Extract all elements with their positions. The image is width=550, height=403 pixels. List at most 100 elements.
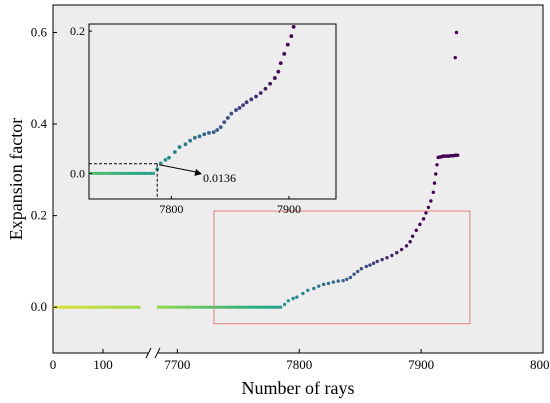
annotation-label: 0.0136	[203, 171, 236, 185]
data-point	[431, 190, 436, 194]
y-tick-label: 0.0	[31, 299, 47, 314]
data-point	[432, 181, 437, 185]
y-tick-label: 0.2	[31, 208, 47, 223]
inset-data-point	[177, 145, 182, 149]
data-point	[352, 272, 356, 276]
inset-data-point	[163, 157, 168, 162]
data-point	[414, 228, 418, 232]
inset-plot-area	[88, 23, 337, 200]
inset-chart: 7800 7900 0.0 0.2 0.0136	[70, 23, 337, 216]
inset-data-point	[234, 108, 238, 112]
x-tick-label: 7800	[286, 357, 312, 372]
data-point	[295, 295, 299, 299]
inset-data-point	[276, 69, 281, 74]
inset-data-point	[192, 135, 197, 140]
data-points	[282, 30, 460, 307]
annotation-arrow	[159, 164, 197, 173]
inset-data-point	[272, 76, 277, 80]
y-axis-label: Expansion factor	[6, 118, 26, 240]
break-gap	[148, 350, 158, 356]
inset-data-point	[289, 34, 294, 38]
data-point	[408, 240, 412, 244]
data-point	[429, 199, 433, 203]
data-point	[453, 55, 457, 60]
inset-data-point	[222, 120, 227, 125]
break-mark-right	[154, 347, 161, 359]
data-point	[321, 282, 326, 287]
data-point	[368, 263, 372, 267]
inset-y-tick-label: 0.2	[70, 24, 85, 38]
inset-data-point	[278, 61, 283, 66]
data-point	[435, 163, 439, 167]
inset-data-points	[155, 24, 296, 172]
data-point	[404, 244, 409, 248]
inset-data-point	[263, 86, 268, 91]
data-point	[375, 259, 379, 264]
inset-data-point	[172, 150, 177, 154]
data-point	[426, 205, 431, 210]
inset-data-point	[244, 100, 249, 105]
data-point	[421, 217, 426, 221]
inset-y-axis-ticks: 0.0 0.2	[70, 24, 92, 180]
data-point	[326, 281, 331, 286]
data-point	[301, 291, 305, 296]
break-mark-left	[145, 347, 152, 359]
data-point	[390, 253, 394, 258]
inset-data-point	[258, 91, 263, 95]
inset-data-point	[183, 142, 188, 147]
data-point	[282, 302, 287, 307]
inset-x-tick-label: 7800	[159, 202, 183, 216]
inset-data-point	[188, 138, 193, 143]
data-point	[399, 247, 404, 252]
data-point	[410, 234, 415, 238]
x-tick-label: 7700	[164, 357, 190, 372]
data-point	[341, 278, 345, 283]
inset-data-point	[167, 155, 171, 160]
inset-data-point	[282, 51, 287, 56]
y-tick-label: 0.6	[31, 24, 48, 39]
x-tick-label: 7900	[408, 357, 434, 372]
data-point	[356, 269, 360, 274]
highlight-rect	[213, 210, 471, 325]
inset-data-point	[211, 130, 216, 135]
data-point	[359, 267, 364, 271]
data-point	[364, 264, 368, 269]
inset-data-point	[241, 103, 245, 107]
inset-data-point	[207, 130, 211, 135]
x-axis-label: Number of rays	[242, 378, 355, 398]
inset-data-point	[291, 24, 296, 29]
inset-data-point	[202, 132, 207, 137]
annotation-arrowhead	[194, 169, 202, 176]
y-tick-label: 0.4	[31, 116, 48, 131]
x-tick-label: 100	[93, 357, 113, 372]
data-gap	[149, 304, 157, 311]
inset-x-tick-label: 7900	[277, 202, 301, 216]
data-point	[306, 288, 310, 292]
inset-y-tick-label: 0.0	[70, 166, 85, 180]
data-point	[385, 256, 389, 260]
inset-data-point	[249, 97, 254, 102]
inset-data-point	[254, 94, 258, 99]
data-point	[291, 296, 295, 301]
highlight-box	[213, 210, 471, 325]
data-point	[454, 30, 459, 35]
data-point	[336, 279, 340, 283]
data-point	[380, 257, 384, 262]
inset-data-point	[268, 81, 273, 86]
data-point	[455, 153, 460, 157]
inset-x-axis-ticks: 7800 7900	[159, 196, 301, 216]
data-point	[434, 172, 438, 176]
inset-data-point	[197, 134, 202, 139]
data-point	[317, 284, 321, 288]
data-point	[286, 299, 290, 303]
inset-annotation: 0.0136	[159, 164, 236, 185]
inset-data-point	[215, 128, 220, 132]
data-point	[424, 211, 428, 215]
inset-data-point	[237, 106, 242, 110]
data-point	[312, 286, 316, 291]
data-point	[418, 222, 422, 227]
data-point	[395, 251, 399, 255]
